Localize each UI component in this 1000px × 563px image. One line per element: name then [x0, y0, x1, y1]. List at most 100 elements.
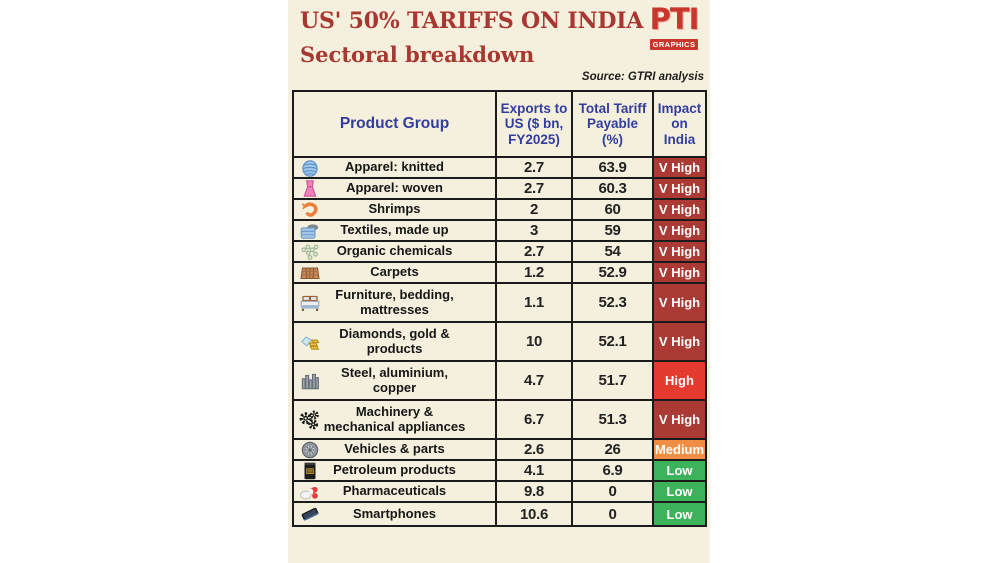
product-name: Carpets	[370, 264, 419, 280]
product-cell: Pharmaceuticals	[292, 480, 497, 503]
product-name: Textiles, made up	[340, 222, 449, 238]
table-header-row: Product Group Exports to US ($ bn, FY202…	[292, 90, 707, 158]
table-row: Vehicles & parts 2.6 26 Medium	[292, 438, 707, 461]
impact-badge: V High	[652, 198, 707, 221]
product-cell: Carpets	[292, 261, 497, 284]
tariff-value: 59	[571, 219, 654, 242]
page-subtitle: Sectoral breakdown	[300, 42, 535, 67]
exports-value: 1.2	[495, 261, 573, 284]
textile-icon	[299, 220, 321, 242]
tariff-value: 63.9	[571, 156, 654, 179]
impact-badge: Medium	[652, 438, 707, 461]
table-row: Shrimps 2 60 V High	[292, 198, 707, 221]
tariff-value: 0	[571, 501, 654, 527]
table-row: Smartphones 10.6 0 Low	[292, 501, 707, 527]
column-header-product-group: Product Group	[292, 90, 497, 158]
tariff-value: 54	[571, 240, 654, 263]
tariff-table: Product Group Exports to US ($ bn, FY202…	[292, 90, 707, 527]
product-cell: Steel, aluminium, copper	[292, 360, 497, 401]
product-name: Machinery & mechanical appliances	[323, 403, 466, 434]
product-cell: Petroleum products	[292, 459, 497, 482]
exports-value: 10	[495, 321, 573, 362]
table-row: Pharmaceuticals 9.8 0 Low	[292, 480, 707, 503]
product-name: Furniture, bedding, mattresses	[335, 286, 454, 317]
product-cell: Vehicles & parts	[292, 438, 497, 461]
impact-badge: V High	[652, 219, 707, 242]
impact-badge: V High	[652, 282, 707, 323]
pti-graphics-logo: PTI GRAPHICS	[643, 2, 705, 52]
pills-icon	[299, 481, 321, 503]
product-name: Pharmaceuticals	[342, 483, 447, 499]
exports-value: 9.8	[495, 480, 573, 503]
product-name: Apparel: knitted	[345, 159, 444, 175]
dress-icon	[299, 178, 321, 200]
product-cell: Apparel: knitted	[292, 156, 497, 179]
product-cell: Smartphones	[292, 501, 497, 527]
table-row: Petroleum products 4.1 6.9 Low	[292, 459, 707, 482]
product-name: Organic chemicals	[336, 243, 453, 259]
exports-value: 4.7	[495, 360, 573, 401]
table-row: Machinery & mechanical appliances 6.7 51.3…	[292, 399, 707, 440]
impact-badge: Low	[652, 501, 707, 527]
tariff-value: 26	[571, 438, 654, 461]
product-name: Apparel: woven	[346, 180, 443, 196]
impact-badge: V High	[652, 399, 707, 440]
exports-value: 1.1	[495, 282, 573, 323]
product-cell: Machinery & mechanical appliances	[292, 399, 497, 440]
table-body: Apparel: knitted 2.7 63.9 V High Apparel: wo…	[292, 156, 707, 527]
source-note: Source: GTRI analysis	[581, 71, 704, 83]
table-row: Steel, aluminium, copper 4.7 51.7 High	[292, 360, 707, 401]
tariff-value: 52.1	[571, 321, 654, 362]
impact-badge: High	[652, 360, 707, 401]
table-row: Organic chemicals 2.7 54 V High	[292, 240, 707, 263]
exports-value: 4.1	[495, 459, 573, 482]
molecule-icon	[299, 241, 321, 263]
impact-badge: V High	[652, 261, 707, 284]
product-cell: Furniture, bedding, mattresses	[292, 282, 497, 323]
tariff-value: 51.7	[571, 360, 654, 401]
impact-badge: V High	[652, 156, 707, 179]
table-row: Furniture, bedding, mattresses 1.1 52.3 V H…	[292, 282, 707, 323]
product-cell: Diamonds, gold & products	[292, 321, 497, 362]
bed-icon	[299, 292, 321, 314]
shrimp-icon	[299, 199, 321, 221]
page-title: US' 50% TARIFFS ON INDIA	[300, 8, 644, 34]
exports-value: 3	[495, 219, 573, 242]
tariff-value: 60	[571, 198, 654, 221]
impact-badge: Low	[652, 480, 707, 503]
tariff-value: 6.9	[571, 459, 654, 482]
exports-value: 2.7	[495, 156, 573, 179]
exports-value: 2.7	[495, 240, 573, 263]
impact-badge: V High	[652, 177, 707, 200]
tariff-value: 51.3	[571, 399, 654, 440]
yarn-icon	[299, 157, 321, 179]
product-cell: Shrimps	[292, 198, 497, 221]
table-row: Apparel: woven 2.7 60.3 V High	[292, 177, 707, 200]
product-cell: Textiles, made up	[292, 219, 497, 242]
product-name: Shrimps	[368, 201, 421, 217]
infographic-panel: US' 50% TARIFFS ON INDIA Sectoral breakd…	[288, 0, 710, 563]
impact-badge: Low	[652, 459, 707, 482]
product-name: Steel, aluminium, copper	[341, 364, 448, 395]
table-row: Apparel: knitted 2.7 63.9 V High	[292, 156, 707, 179]
product-cell: Apparel: woven	[292, 177, 497, 200]
gears-icon	[299, 409, 321, 431]
phone-icon	[299, 503, 321, 525]
table-row: Textiles, made up 3 59 V High	[292, 219, 707, 242]
steel-icon	[299, 370, 321, 392]
tariff-value: 52.3	[571, 282, 654, 323]
column-header-exports: Exports to US ($ bn, FY2025)	[495, 90, 573, 158]
product-cell: Organic chemicals	[292, 240, 497, 263]
pti-logo-text: PTI	[649, 2, 700, 36]
wheel-icon	[299, 439, 321, 461]
exports-value: 2	[495, 198, 573, 221]
product-name: Smartphones	[352, 505, 437, 521]
column-header-tariff: Total Tariff Payable (%)	[571, 90, 654, 158]
column-header-impact: Impact on India	[652, 90, 707, 158]
carpet-icon	[299, 262, 321, 284]
exports-value: 10.6	[495, 501, 573, 527]
table-row: Diamonds, gold & products 10 52.1 V High	[292, 321, 707, 362]
product-name: Petroleum products	[333, 462, 456, 478]
exports-value: 2.7	[495, 177, 573, 200]
product-name: Vehicles & parts	[344, 441, 445, 457]
